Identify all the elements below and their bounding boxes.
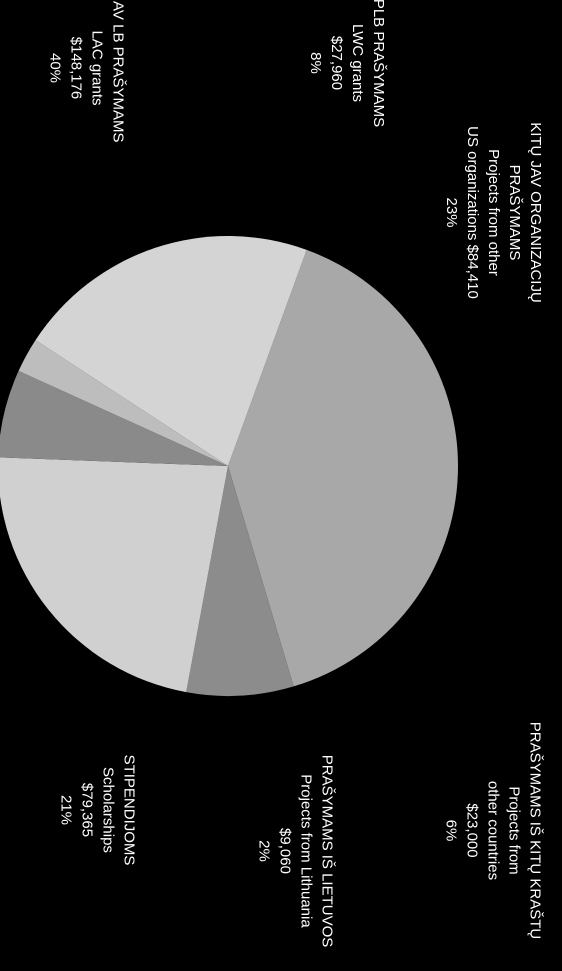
label-jav-lb-line-2: LAC grants bbox=[87, 30, 105, 106]
label-kitu-jav-line-5: 23% bbox=[442, 196, 460, 228]
label-plb: PLB PRAŠYMAMS LWC grants $27,960 8% bbox=[305, 0, 389, 127]
label-jav-lb: JAV LB PRAŠYMAMS LAC grants $148,176 40% bbox=[44, 0, 128, 142]
label-kitu-jav: KITŲ JAV ORGANIZACIJŲ PRAŠYMAMS Projects… bbox=[440, 122, 545, 303]
label-stipendijoms-line-2: Scholarships bbox=[98, 767, 116, 853]
label-stipendijoms: STIPENDIJOMS Scholarships $79,365 21% bbox=[55, 755, 139, 866]
slice-lietuvos bbox=[18, 340, 228, 466]
label-plb-line-4: 8% bbox=[307, 52, 325, 74]
label-kitu-krastu-line-5: 6% bbox=[442, 819, 460, 841]
label-kitu-krastu: PRAŠYMAMS IŠ KITŲ KRAŠTŲ Projects from o… bbox=[440, 721, 545, 939]
slice-kitu-krastu bbox=[0, 370, 228, 466]
label-kitu-krastu-line-4: $23,000 bbox=[463, 802, 481, 858]
label-kitu-jav-line-2: PRAŠYMAMS bbox=[505, 164, 523, 260]
label-plb-line-1: PLB PRAŠYMAMS bbox=[370, 0, 388, 128]
label-lietuvos-line-2: Projects from Lithuania bbox=[296, 774, 314, 928]
slice-plb bbox=[186, 466, 294, 696]
label-jav-lb-line-4: 40% bbox=[45, 52, 63, 84]
label-lietuvos: PRAŠYMAMS IŠ LIETUVOS Projects from Lith… bbox=[253, 755, 337, 948]
label-stipendijoms-line-3: $79,365 bbox=[77, 782, 95, 838]
label-plb-line-3: $27,960 bbox=[328, 35, 346, 91]
label-kitu-krastu-line-1: PRAŠYMAMS IŠ KITŲ KRAŠTŲ bbox=[526, 721, 544, 939]
label-kitu-jav-line-4: US organizations $84,410 bbox=[463, 125, 481, 299]
label-kitu-jav-line-3: Projects from other bbox=[484, 148, 502, 276]
label-kitu-jav-line-1: KITŲ JAV ORGANIZACIJŲ bbox=[526, 121, 544, 303]
label-stipendijoms-line-4: 21% bbox=[56, 794, 74, 826]
label-kitu-krastu-line-3: other countries bbox=[484, 780, 502, 880]
label-jav-lb-line-3: $148,176 bbox=[66, 36, 84, 100]
label-jav-lb-line-1: JAV LB PRAŠYMAMS bbox=[108, 0, 126, 143]
label-kitu-krastu-line-2: Projects from bbox=[505, 785, 523, 875]
label-plb-line-2: LWC grants bbox=[349, 23, 367, 103]
slice-jav-lb bbox=[228, 249, 458, 687]
label-lietuvos-line-1: PRAŠYMAMS IŠ LIETUVOS bbox=[317, 754, 335, 948]
slice-kitu-jav bbox=[0, 457, 228, 693]
label-stipendijoms-line-1: STIPENDIJOMS bbox=[119, 754, 137, 866]
label-lietuvos-line-4: 2% bbox=[254, 840, 272, 862]
label-lietuvos-line-3: $9,060 bbox=[275, 828, 293, 874]
slice-stipendijoms bbox=[35, 236, 307, 466]
